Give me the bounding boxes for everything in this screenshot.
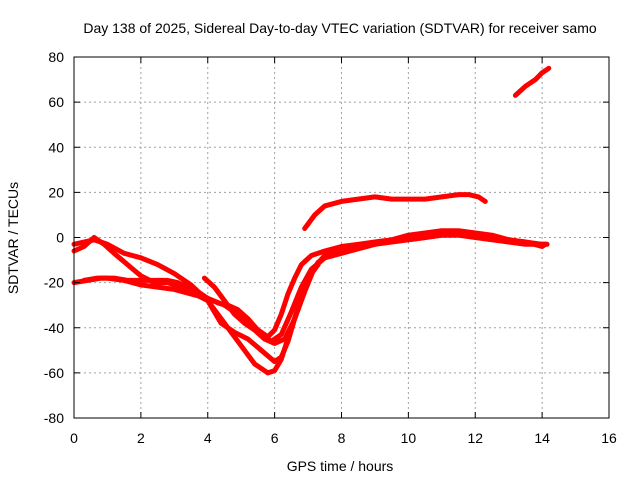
- series-line-s3: [81, 228, 548, 344]
- y-tick-label: 40: [48, 139, 64, 155]
- x-tick-label: 4: [204, 430, 212, 446]
- x-tick-label: 0: [70, 430, 78, 446]
- y-tick-label: 80: [48, 49, 64, 65]
- x-tick-label: 10: [401, 430, 417, 446]
- x-tick-label: 14: [534, 430, 550, 446]
- y-tick-label: 0: [56, 230, 64, 246]
- series-line-s6: [302, 192, 488, 231]
- x-tick-label: 6: [271, 430, 279, 446]
- x-tick-label: 16: [601, 430, 617, 446]
- y-tick-label: -80: [44, 410, 64, 426]
- tick-labels: 0 2 4 6 8 10 12 14 16 -80 -60 -40 -20 0 20 40 60 80: [44, 49, 617, 446]
- y-tick-label: 60: [48, 94, 64, 110]
- y-tick-label: -60: [44, 365, 64, 381]
- grid: [74, 57, 609, 418]
- x-tick-label: 2: [137, 430, 145, 446]
- series-group: [71, 65, 552, 376]
- x-tick-label: 8: [338, 430, 346, 446]
- series-line-s5: [201, 230, 548, 346]
- chart-title: Day 138 of 2025, Sidereal Day-to-day VTE…: [83, 20, 596, 36]
- y-tick-label: 20: [48, 184, 64, 200]
- x-axis-label: GPS time / hours: [287, 458, 394, 474]
- y-tick-label: -20: [44, 275, 64, 291]
- series-line-s7: [512, 65, 552, 98]
- axis-ticks: [73, 56, 610, 419]
- y-tick-label: -40: [44, 320, 64, 336]
- y-axis-label: SDTVAR / TECUs: [5, 182, 21, 294]
- x-tick-label: 12: [467, 430, 483, 446]
